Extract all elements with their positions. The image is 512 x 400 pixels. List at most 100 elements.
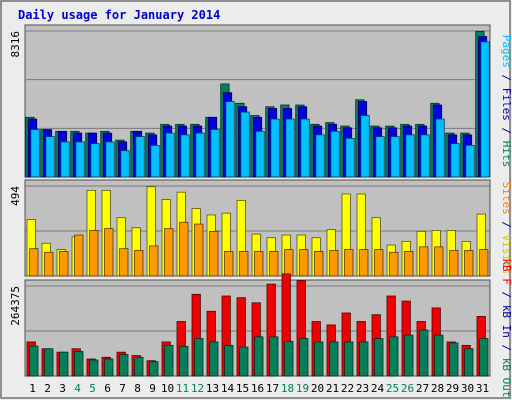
x-tick-label-day-29: 29 (446, 382, 459, 395)
bar-sites-day-3 (59, 250, 69, 277)
bar-kb-out-day-8 (134, 356, 144, 377)
x-tick-label-day-18: 18 (281, 382, 294, 395)
bar-pages-day-10 (165, 132, 175, 178)
panel-hits-files-pages: 8316 Pages / Files / Hits (9, 24, 512, 178)
x-tick-label-day-22: 22 (341, 382, 354, 395)
bar-kb-out-day-2 (44, 348, 54, 377)
bar-sites-day-8 (134, 250, 144, 277)
right-legend-visits-sites: Sites / Visits (500, 182, 512, 275)
bar-sites-day-10 (164, 228, 174, 277)
bar-kb-out-day-1 (29, 345, 39, 377)
x-tick-label-day-15: 15 (236, 382, 249, 395)
y-max-label-visits-sites: 494 (9, 186, 22, 206)
bar-pages-day-23 (360, 115, 370, 178)
bar-sites-day-24 (374, 249, 384, 277)
bar-kb-out-day-27 (419, 329, 429, 377)
x-tick-label-day-6: 6 (104, 382, 111, 395)
bar-sites-day-20 (314, 250, 324, 277)
bar-pages-day-18 (285, 118, 295, 178)
legend-entry: / (500, 68, 512, 88)
x-tick-label-day-23: 23 (356, 382, 369, 395)
bar-kb-out-day-28 (434, 334, 444, 377)
bar-sites-day-15 (239, 250, 249, 277)
legend-entry: / (500, 338, 512, 358)
bar-sites-day-12 (194, 223, 204, 277)
x-tick-label-day-27: 27 (416, 382, 429, 395)
bar-sites-day-30 (464, 250, 474, 277)
bar-pages-day-1 (30, 129, 40, 178)
bar-kb-out-day-13 (209, 341, 219, 377)
legend-entry: kB Out (500, 358, 512, 398)
bar-kb-out-day-30 (464, 348, 474, 377)
bar-sites-day-7 (119, 248, 129, 277)
bar-kb-out-day-21 (329, 341, 339, 377)
bar-kb-out-day-14 (224, 344, 234, 377)
bar-sites-day-17 (269, 250, 279, 277)
bar-kb-out-day-6 (104, 358, 114, 377)
bar-sites-day-1 (29, 248, 39, 277)
bar-sites-day-21 (329, 250, 339, 277)
bar-kb-out-day-16 (254, 336, 264, 377)
bar-sites-day-26 (404, 250, 414, 277)
x-tick-label-day-5: 5 (89, 382, 96, 395)
bar-pages-day-4 (75, 141, 85, 178)
series-sites (29, 221, 489, 277)
bar-sites-day-16 (254, 250, 264, 277)
bar-sites-day-4 (74, 234, 84, 277)
bar-kb-out-day-4 (74, 351, 84, 377)
bar-pages-day-5 (90, 143, 100, 178)
x-tick-label-day-11: 11 (176, 382, 189, 395)
legend-entry: Hits (500, 141, 512, 168)
bar-sites-day-29 (449, 250, 459, 277)
bar-pages-day-21 (330, 130, 340, 178)
bar-sites-day-22 (344, 249, 354, 277)
legend-entry: / (500, 285, 512, 305)
bar-pages-day-17 (270, 118, 280, 178)
y-max-label-hits-files-pages: 8316 (9, 31, 22, 58)
bar-pages-day-19 (300, 118, 310, 178)
bar-kb-out-day-11 (179, 345, 189, 377)
x-tick-label-day-10: 10 (161, 382, 174, 395)
x-tick-label-day-26: 26 (401, 382, 414, 395)
bar-sites-day-28 (434, 246, 444, 277)
y-max-label-kb-in-out: 264375 (9, 286, 22, 326)
bar-pages-day-30 (465, 144, 475, 178)
x-tick-label-day-24: 24 (371, 382, 385, 395)
bar-kb-out-day-20 (314, 341, 324, 377)
legend-entry: Files (500, 88, 512, 121)
x-tick-label-day-4: 4 (74, 382, 81, 395)
bar-sites-day-27 (419, 246, 429, 277)
x-tick-label-day-25: 25 (386, 382, 399, 395)
right-legend-kb-in-out: kB F / kB In / kB Out (500, 258, 512, 397)
bar-pages-day-25 (390, 136, 400, 178)
bar-kb-out-day-29 (449, 342, 459, 377)
x-tick-label-day-21: 21 (326, 382, 339, 395)
x-tick-label-day-20: 20 (311, 382, 324, 395)
bar-sites-day-11 (179, 221, 189, 277)
x-tick-label-day-13: 13 (206, 382, 219, 395)
bar-sites-day-5 (89, 230, 99, 277)
x-tick-label-day-2: 2 (44, 382, 51, 395)
x-tick-label-day-30: 30 (461, 382, 474, 395)
bar-kb-out-day-15 (239, 346, 249, 377)
bar-kb-out-day-22 (344, 341, 354, 377)
legend-entry: kB F (500, 258, 512, 285)
bar-kb-out-day-25 (389, 336, 399, 377)
bar-pages-day-7 (120, 150, 130, 178)
bar-pages-day-22 (345, 137, 355, 178)
bar-sites-day-14 (224, 250, 234, 277)
x-tick-label-day-28: 28 (431, 382, 444, 395)
legend-entry: Pages (500, 35, 512, 68)
x-tick-label-day-31: 31 (476, 382, 489, 395)
x-tick-label-day-7: 7 (119, 382, 126, 395)
bar-sites-day-19 (299, 249, 309, 277)
x-tick-label-day-3: 3 (59, 382, 66, 395)
x-tick-label-day-14: 14 (221, 382, 235, 395)
bar-sites-day-18 (284, 249, 294, 277)
bar-pages-day-2 (45, 136, 55, 178)
bar-pages-day-9 (150, 144, 160, 178)
bar-kb-out-day-19 (299, 338, 309, 377)
legend-entry: / (500, 121, 512, 141)
